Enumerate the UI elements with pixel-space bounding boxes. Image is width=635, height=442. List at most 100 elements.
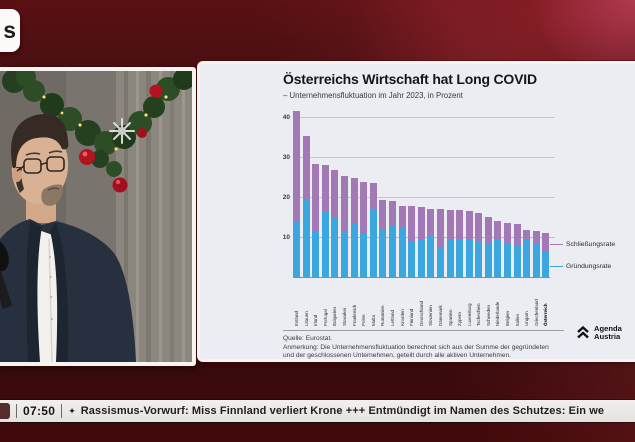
plot-area: 10 20 30 40 Estland Litauen Irland Portugal Bul… — [283, 106, 615, 326]
x-label-Portugal: Portugal — [322, 309, 328, 326]
x-label-Zypern: Zypern — [457, 311, 463, 326]
chart-card: Österreichs Wirtschaft hat Long COVID – … — [200, 64, 635, 359]
segment-gruendungsrate — [484, 243, 492, 278]
legend-line-gruendungsrate — [550, 265, 563, 268]
ticker-divider — [61, 404, 63, 418]
ticker-partial-logo — [0, 403, 10, 419]
x-label-Irland: Irland — [313, 314, 319, 326]
star-bullet-icon: ✦ — [68, 405, 76, 416]
bar-Kroatien — [398, 206, 406, 278]
bar-Estland — [293, 110, 300, 278]
segment-gruendungsrate — [446, 240, 454, 278]
x-label-Belgien: Belgien — [505, 310, 511, 326]
ytick-20: 20 — [282, 194, 290, 201]
x-label-Slowakei: Slowakei — [341, 307, 347, 326]
segment-schliessungsrate — [484, 217, 492, 244]
studio-scene — [0, 71, 192, 362]
bar-Lettland — [388, 201, 396, 278]
segment-gruendungsrate — [494, 239, 502, 278]
segment-schliessungsrate — [542, 232, 550, 252]
bar-Litauen — [302, 136, 310, 278]
glasses — [16, 156, 65, 174]
segment-schliessungsrate — [302, 136, 310, 200]
segment-schliessungsrate — [350, 178, 358, 224]
bar-Bulgarien — [331, 170, 339, 278]
x-label-Griechenland: Griechenland — [533, 299, 539, 326]
chart-subtitle: – Unternehmensfluktuation im Jahr 2023, … — [283, 91, 463, 100]
bar-Spanien — [446, 210, 454, 278]
x-label-Österreich: Österreich — [543, 303, 549, 326]
segment-schliessungsrate — [360, 182, 368, 234]
ticker-news: ✦ Rassismus-Vorwurf: Miss Finnland verli… — [68, 405, 635, 417]
bar-Tschechien — [475, 213, 483, 278]
bar-Zypern — [456, 210, 464, 278]
segment-schliessungsrate — [321, 165, 329, 212]
segment-schliessungsrate — [532, 230, 540, 244]
bar-Irland — [312, 164, 320, 278]
person-ear — [12, 168, 22, 182]
bars — [293, 110, 550, 278]
gridline-40 — [293, 117, 555, 118]
segment-schliessungsrate — [504, 223, 512, 244]
segment-schliessungsrate — [379, 200, 387, 230]
bar-Polen — [360, 182, 368, 278]
segment-schliessungsrate — [494, 221, 502, 240]
news-ticker: 07:50 ✦ Rassismus-Vorwurf: Miss Finnland… — [0, 400, 635, 422]
segment-gruendungsrate — [379, 230, 387, 278]
bar-Portugal — [321, 165, 329, 278]
jacket-lapel-right — [50, 223, 69, 362]
x-label-Frankreich: Frankreich — [351, 304, 357, 326]
segment-gruendungsrate — [350, 224, 358, 278]
x-label-Finnland: Finnland — [409, 308, 415, 326]
eyebrow-right — [48, 150, 63, 154]
garland-lights — [42, 95, 168, 151]
segment-gruendungsrate — [312, 232, 320, 278]
bar-Frankreich — [350, 178, 358, 278]
segment-gruendungsrate — [293, 222, 300, 278]
bar-Schweden — [484, 217, 492, 278]
chart-note-line1: Anmerkung: Die Unternehmensfluktuation b… — [283, 344, 549, 351]
bar-Ungarn — [523, 230, 531, 278]
x-label-Litauen: Litauen — [303, 311, 309, 326]
bar-Dänemark — [436, 209, 444, 278]
x-label-Ungarn: Ungarn — [524, 311, 530, 326]
segment-schliessungsrate — [417, 207, 425, 240]
eyebrow-left — [25, 152, 41, 156]
gridline-30 — [293, 157, 555, 158]
x-label-Deutschland: Deutschland — [418, 300, 424, 326]
ytick-40: 40 — [282, 114, 290, 121]
segment-gruendungsrate — [475, 240, 483, 278]
segment-schliessungsrate — [388, 201, 396, 226]
segment-gruendungsrate — [388, 226, 396, 278]
segment-schliessungsrate — [312, 164, 320, 232]
segment-gruendungsrate — [321, 212, 329, 278]
gridline-20 — [293, 197, 555, 198]
segment-gruendungsrate — [532, 244, 540, 278]
microphone — [0, 240, 13, 309]
bar-Griechenland — [532, 230, 540, 278]
segment-gruendungsrate — [369, 210, 377, 278]
segment-schliessungsrate — [340, 176, 348, 232]
ticker-time: 07:50 — [23, 404, 56, 418]
x-label-Tschechien: Tschechien — [476, 303, 482, 326]
bar-Rumänien — [379, 200, 387, 278]
bar-Malta — [369, 183, 377, 278]
segment-gruendungsrate — [331, 216, 339, 278]
segment-schliessungsrate — [427, 209, 435, 236]
x-label-Malta: Malta — [370, 314, 376, 326]
bar-Österreich — [542, 232, 550, 278]
x-label-Italien: Italien — [514, 313, 520, 326]
ytick-30: 30 — [282, 154, 290, 161]
segment-schliessungsrate — [475, 213, 483, 241]
segment-gruendungsrate — [436, 248, 444, 278]
christmas-garland — [2, 71, 192, 193]
segment-gruendungsrate — [504, 244, 512, 278]
person-beard — [41, 184, 63, 206]
double-chevron-up-icon — [577, 326, 589, 339]
segment-schliessungsrate — [446, 210, 454, 240]
x-label-Schweden: Schweden — [485, 304, 491, 326]
segment-gruendungsrate — [523, 240, 531, 278]
segment-schliessungsrate — [456, 210, 464, 240]
segment-gruendungsrate — [427, 235, 435, 278]
